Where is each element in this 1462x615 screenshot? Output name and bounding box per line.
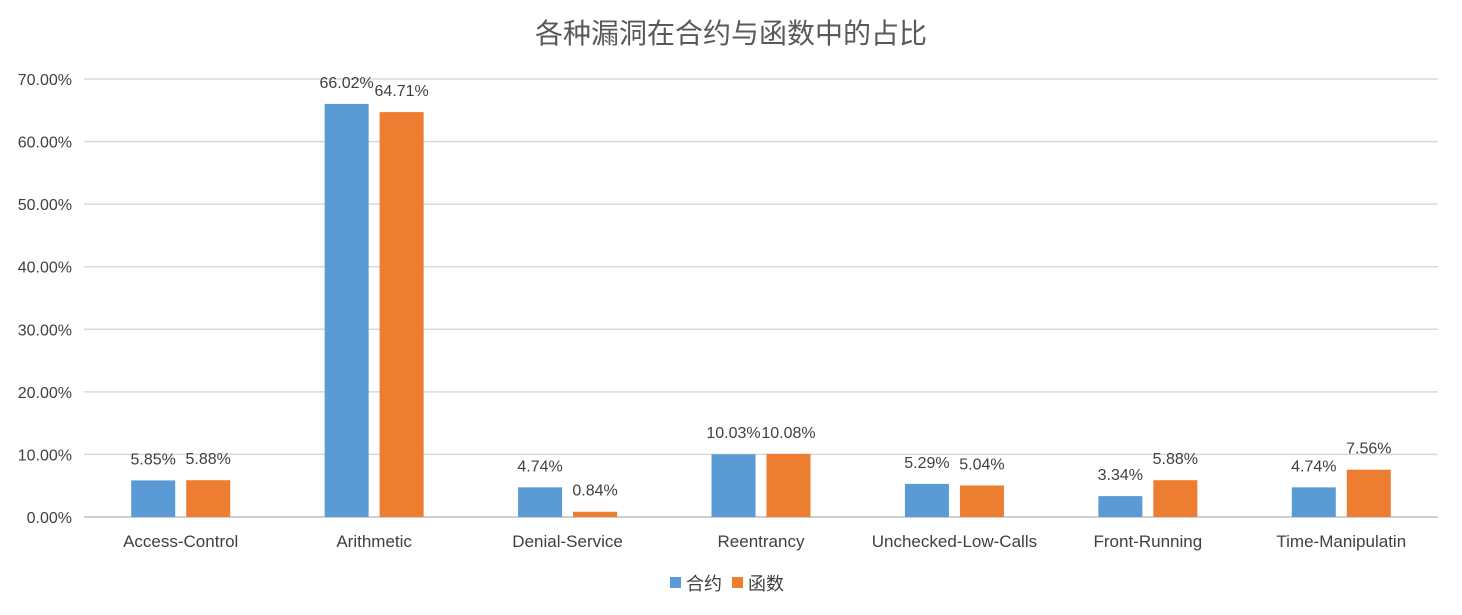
bar-contract — [131, 480, 176, 517]
y-axis-tick-labels: 0.00% 10.00% 20.00% 30.00% 40.00% 50.00% 60.00… — [18, 72, 72, 527]
data-label: 3.34% — [1098, 467, 1143, 484]
data-label: 10.03% — [706, 425, 760, 442]
bar-function — [186, 480, 231, 517]
category-label: Time-Manipulatin — [1276, 532, 1406, 551]
data-label: 4.74% — [1291, 458, 1336, 475]
data-label: 5.29% — [904, 455, 949, 472]
legend-label: 函数 — [748, 574, 784, 595]
legend: 合约 函数 — [670, 574, 784, 595]
bar-function — [1153, 480, 1198, 517]
legend-swatch — [732, 577, 743, 588]
legend-swatch — [670, 577, 681, 588]
y-tick-label: 50.00% — [18, 197, 72, 214]
data-label: 5.04% — [959, 456, 1004, 473]
bar-contract — [904, 483, 949, 517]
category-label: Reentrancy — [718, 532, 805, 551]
bar-contract — [711, 454, 756, 517]
bar-function — [1346, 469, 1391, 517]
bar-function — [573, 511, 618, 517]
bar-contract — [518, 487, 563, 517]
category-label: Unchecked-Low-Calls — [872, 532, 1037, 551]
data-label: 4.74% — [517, 458, 562, 475]
y-tick-label: 10.00% — [18, 447, 72, 464]
data-label: 64.71% — [375, 83, 429, 100]
chart-title: 各种漏洞在合约与函数中的占比 — [535, 17, 927, 50]
data-label: 0.84% — [572, 483, 617, 500]
gridlines — [84, 78, 1438, 518]
x-axis-category-labels: Access-Control Arithmetic Denial-Service Re… — [123, 532, 1406, 551]
category-label: Access-Control — [123, 532, 238, 551]
data-labels: 5.85% 5.88% 66.02% 64.71% 4.74% 0.84% 10.03% 10… — [131, 75, 1392, 500]
category-label: Arithmetic — [336, 532, 412, 551]
y-tick-label: 70.00% — [18, 72, 72, 89]
bar-function — [379, 112, 424, 518]
bar-contract — [1098, 496, 1143, 517]
y-tick-label: 40.00% — [18, 260, 72, 277]
category-label: Denial-Service — [512, 532, 623, 551]
data-label: 66.02% — [320, 75, 374, 92]
bar-contract — [1291, 487, 1336, 517]
y-tick-label: 0.00% — [27, 510, 72, 527]
bars — [131, 103, 1391, 518]
y-tick-label: 20.00% — [18, 385, 72, 402]
data-label: 5.88% — [1153, 451, 1198, 468]
data-label: 5.88% — [186, 451, 231, 468]
category-label: Front-Running — [1094, 532, 1203, 551]
bar-function — [766, 453, 811, 517]
legend-label: 合约 — [686, 574, 722, 595]
bar-contract — [324, 103, 369, 517]
data-label: 7.56% — [1346, 441, 1391, 458]
data-label: 5.85% — [131, 451, 176, 468]
y-tick-label: 60.00% — [18, 135, 72, 152]
bar-function — [959, 485, 1004, 517]
y-tick-label: 30.00% — [18, 322, 72, 339]
data-label: 10.08% — [761, 425, 815, 442]
